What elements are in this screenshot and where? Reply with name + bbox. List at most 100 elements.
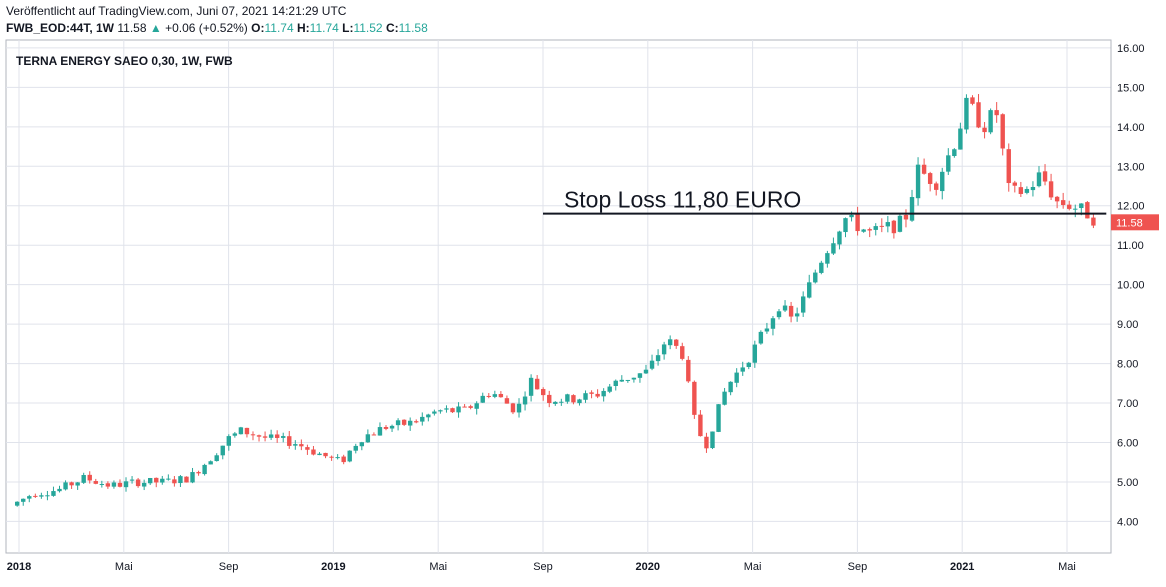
candle-down [855, 214, 860, 232]
candle-up [782, 305, 788, 311]
grid-lines [6, 40, 1111, 553]
candle-down [595, 393, 600, 397]
candle-down [541, 389, 546, 396]
candle-down [504, 398, 510, 404]
candle-down [547, 394, 552, 403]
candle-up [661, 344, 667, 355]
candle-down [1054, 196, 1060, 202]
x-tick-label: Sep [848, 561, 868, 573]
candle-up [825, 253, 830, 264]
candle-up [377, 427, 383, 436]
candle-down [982, 127, 987, 133]
candle-down [256, 435, 262, 437]
candle-up [208, 461, 213, 465]
candle-down [976, 102, 981, 128]
candle-up [873, 226, 878, 230]
candle-up [964, 97, 969, 130]
candle-up [474, 403, 479, 409]
candle-up [178, 476, 183, 484]
candle-up [141, 482, 147, 487]
candle-up [1030, 187, 1036, 191]
candle-up [220, 445, 225, 456]
candle-up [190, 472, 195, 483]
candle-up [480, 395, 485, 403]
candles [14, 94, 1096, 507]
y-axis: 4.00 5.00 6.00 7.00 8.00 9.00 10.00 11.00 12.00 1… [1117, 43, 1145, 529]
candle-up [75, 482, 80, 486]
candle-up [776, 311, 782, 318]
up-arrow-icon: ▲ [149, 21, 162, 35]
candle-up [1079, 203, 1084, 209]
stop-loss-label: Stop Loss 11,80 EURO [564, 187, 801, 213]
candle-down [486, 395, 491, 397]
candle-down [274, 434, 280, 438]
candle-up [226, 436, 232, 446]
candle-up [746, 362, 751, 367]
low-value: 11.52 [353, 21, 383, 35]
candle-up [667, 339, 673, 346]
candle-up [335, 457, 340, 459]
candle-up [389, 425, 395, 429]
candle-down [299, 444, 304, 447]
candle-down [450, 408, 455, 413]
candle-down [1060, 200, 1066, 206]
plot-area[interactable] [5, 39, 1112, 554]
ohlc-legend: FWB_EOD:44T, 1W 11.58 ▲ +0.06 (+0.52%) O… [6, 21, 428, 35]
candle-up [613, 380, 618, 386]
x-tick-label: Mai [115, 561, 133, 573]
candle-down [244, 427, 250, 435]
candle-up [607, 386, 612, 392]
candle-up [716, 404, 721, 432]
low-label: L: [342, 21, 354, 35]
candle-down [1091, 217, 1096, 226]
x-tick-label: Sep [219, 561, 239, 573]
candle-down [879, 225, 884, 227]
y-tick-label: 5.00 [1117, 477, 1138, 489]
candle-up [426, 414, 431, 418]
x-tick-label: 2020 [636, 561, 660, 573]
candle-up [456, 406, 461, 413]
y-tick-label: 13.00 [1117, 161, 1145, 173]
candle-down [970, 97, 975, 104]
candle-up [232, 433, 238, 436]
candle-up [444, 408, 449, 410]
y-tick-label: 16.00 [1117, 43, 1145, 55]
x-tick-label: Sep [533, 561, 553, 573]
candle-down [934, 183, 939, 190]
x-tick-label: 2018 [7, 561, 31, 573]
candle-up [160, 478, 165, 483]
candle-up [81, 475, 86, 483]
close-value: 11.58 [398, 21, 428, 35]
candle-down [534, 378, 540, 390]
candle-down [1048, 181, 1054, 198]
candle-up [268, 434, 274, 438]
candle-up [202, 464, 207, 475]
candle-up [837, 231, 842, 245]
x-tick-label: Mai [429, 561, 447, 573]
candle-up [740, 367, 745, 372]
last-value: 11.58 [117, 21, 147, 35]
candle-up [843, 218, 848, 233]
candle-down [994, 110, 999, 116]
candle-up [807, 282, 812, 298]
candle-up [63, 482, 68, 490]
candle-up [849, 214, 854, 218]
candle-down [1042, 171, 1048, 182]
candle-up [752, 344, 758, 363]
candle-down [87, 474, 92, 481]
published-info: Veröffentlicht auf TradingView.com, Juni… [6, 4, 347, 18]
candle-up [758, 331, 764, 344]
candle-down [1018, 187, 1024, 194]
candle-down [867, 229, 872, 231]
candle-up [214, 455, 219, 462]
candle-up [958, 128, 963, 150]
candle-down [414, 421, 419, 423]
candle-up [952, 149, 957, 157]
candle-down [311, 449, 316, 455]
candle-up [45, 495, 50, 497]
candle-up [111, 482, 117, 487]
candle-up [365, 434, 371, 443]
x-tick-label: 2019 [321, 561, 345, 573]
candle-up [655, 355, 661, 362]
